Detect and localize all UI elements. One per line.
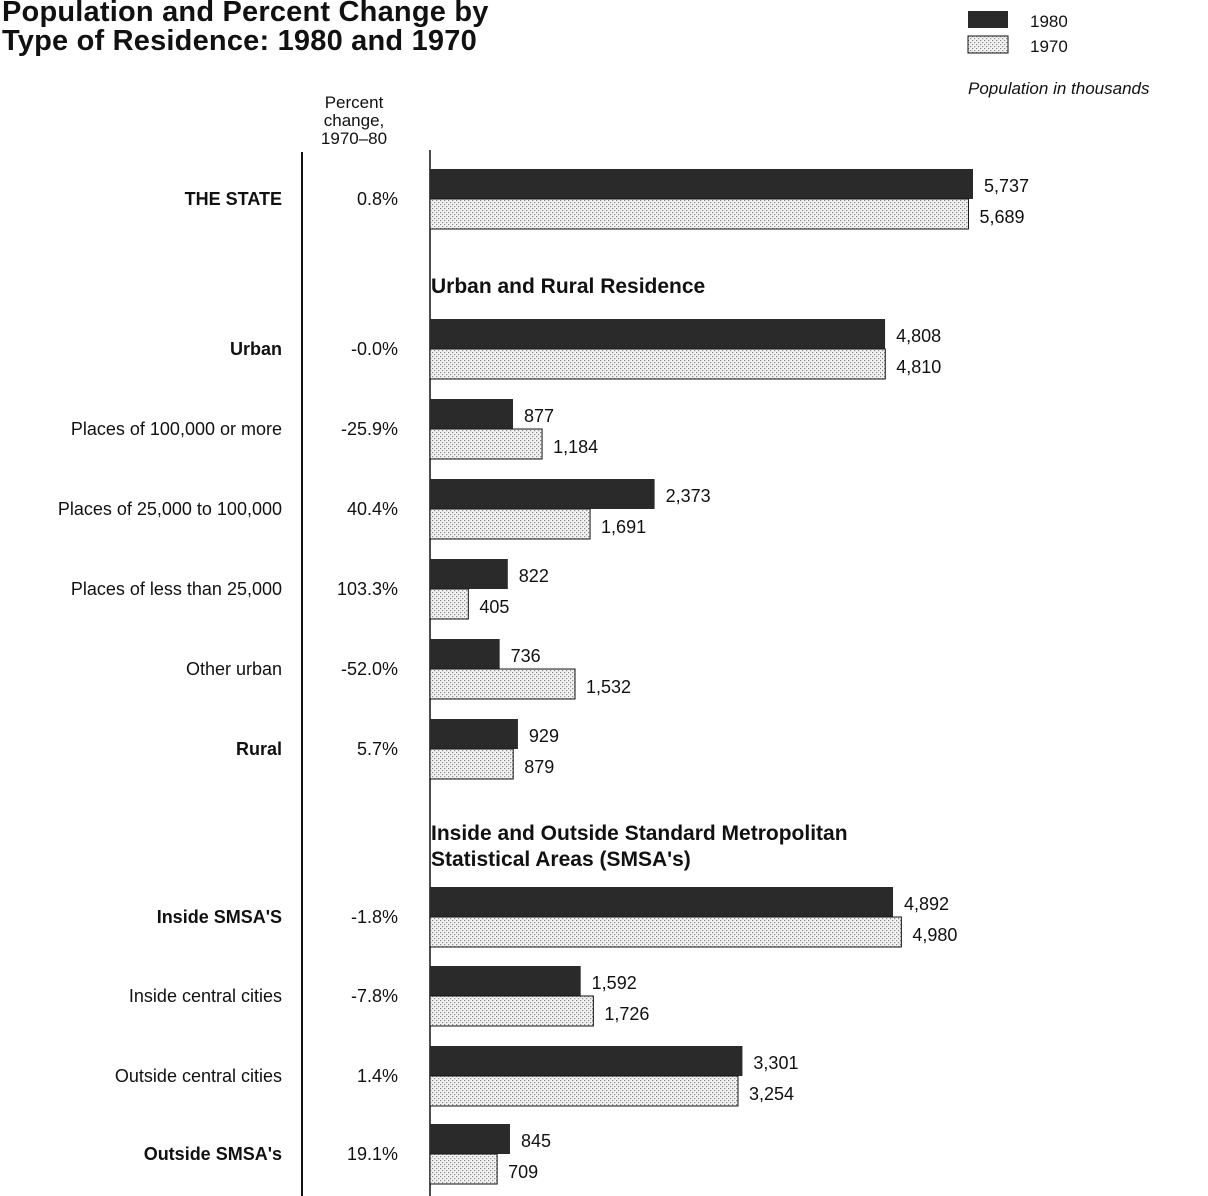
bar-1980: [430, 639, 500, 669]
bar-1970: [429, 588, 469, 620]
row-label: Inside SMSA'S: [157, 907, 282, 927]
bar-1970: [429, 348, 886, 380]
legend-label-1980: 1980: [1030, 12, 1068, 31]
bar-1980: [430, 399, 514, 429]
row-label: Outside central cities: [115, 1066, 282, 1086]
value-label-1980: 5,737: [984, 176, 1029, 196]
value-label-1980: 822: [519, 566, 549, 586]
row-label: Rural: [236, 739, 282, 759]
row-label: THE STATE: [185, 189, 282, 209]
bar-1970: [429, 198, 969, 230]
bar-1970: [429, 748, 514, 780]
percent-header-line-2: change,: [324, 111, 385, 130]
percent-change-value: 0.8%: [357, 189, 398, 209]
chart-title-line-1: Population and Percent Change by: [2, 0, 489, 28]
section-heading-1-line-1: Urban and Rural Residence: [431, 275, 705, 298]
value-label-1980: 3,301: [753, 1053, 798, 1073]
row-label: Places of less than 25,000: [71, 579, 282, 599]
percent-change-value: -25.9%: [341, 419, 398, 439]
value-label-1970: 1,532: [586, 677, 631, 697]
value-label-1970: 709: [508, 1162, 538, 1182]
value-label-1970: 1,726: [604, 1004, 649, 1024]
bar-1970: [429, 1075, 739, 1107]
value-label-1970: 405: [479, 597, 509, 617]
percent-change-value: 19.1%: [347, 1144, 398, 1164]
bar-1970: [429, 428, 543, 460]
bar-1980: [430, 1046, 743, 1076]
row-label: Places of 100,000 or more: [71, 419, 282, 439]
value-label-1970: 1,691: [601, 517, 646, 537]
percent-header-line-1: Percent: [325, 93, 384, 112]
percent-change-value: 1.4%: [357, 1066, 398, 1086]
bar-1980: [430, 1124, 510, 1154]
value-label-1970: 3,254: [749, 1084, 794, 1104]
units-label: Population in thousands: [968, 79, 1150, 98]
row-label: Places of 25,000 to 100,000: [58, 499, 282, 519]
section-heading-2-line-2: Statistical Areas (SMSA's): [431, 848, 691, 871]
value-label-1980: 4,892: [904, 894, 949, 914]
bar-1970: [429, 916, 902, 948]
percent-change-value: -1.8%: [351, 907, 398, 927]
value-label-1980: 1,592: [592, 973, 637, 993]
value-label-1970: 1,184: [553, 437, 598, 457]
chart-title: Population and Percent Change by Type of…: [2, 0, 489, 56]
legend-swatch-1980: [968, 11, 1008, 28]
value-label-1970: 879: [524, 757, 554, 777]
row-label: Urban: [230, 339, 282, 359]
bar-1970: [429, 995, 594, 1027]
bar-1980: [430, 559, 508, 589]
bar-1970: [429, 508, 591, 540]
percent-header: Percent change, 1970–80: [321, 93, 387, 148]
bar-1980: [430, 319, 886, 349]
bar-1970: [429, 1153, 498, 1185]
value-label-1970: 4,810: [896, 357, 941, 377]
percent-header-line-3: 1970–80: [321, 129, 387, 148]
percent-change-value: -52.0%: [341, 659, 398, 679]
value-label-1980: 4,808: [896, 326, 941, 346]
percent-change-value: 103.3%: [337, 579, 398, 599]
percent-change-value: -7.8%: [351, 986, 398, 1006]
value-label-1980: 2,373: [666, 486, 711, 506]
value-label-1980: 929: [529, 726, 559, 746]
value-label-1970: 5,689: [979, 207, 1024, 227]
row-label: Inside central cities: [129, 986, 282, 1006]
chart-title-line-2: Type of Residence: 1980 and 1970: [2, 25, 477, 57]
legend: 1980 1970: [967, 11, 1068, 56]
row-label: Other urban: [186, 659, 282, 679]
row-label: Outside SMSA's: [144, 1144, 282, 1164]
bar-1980: [430, 169, 973, 199]
bar-1980: [430, 966, 581, 996]
value-label-1970: 4,980: [912, 925, 957, 945]
bar-1980: [430, 719, 518, 749]
percent-change-value: 40.4%: [347, 499, 398, 519]
legend-label-1970: 1970: [1030, 37, 1068, 56]
percent-change-value: -0.0%: [351, 339, 398, 359]
bar-1970: [429, 668, 576, 700]
percent-change-value: 5.7%: [357, 739, 398, 759]
value-label-1980: 877: [524, 406, 554, 426]
value-label-1980: 736: [511, 646, 541, 666]
bar-1980: [430, 887, 894, 917]
legend-swatch-1970: [967, 35, 1009, 54]
value-label-1980: 845: [521, 1131, 551, 1151]
bar-1980: [430, 479, 655, 509]
section-heading-2-line-1: Inside and Outside Standard Metropolitan: [431, 822, 848, 845]
